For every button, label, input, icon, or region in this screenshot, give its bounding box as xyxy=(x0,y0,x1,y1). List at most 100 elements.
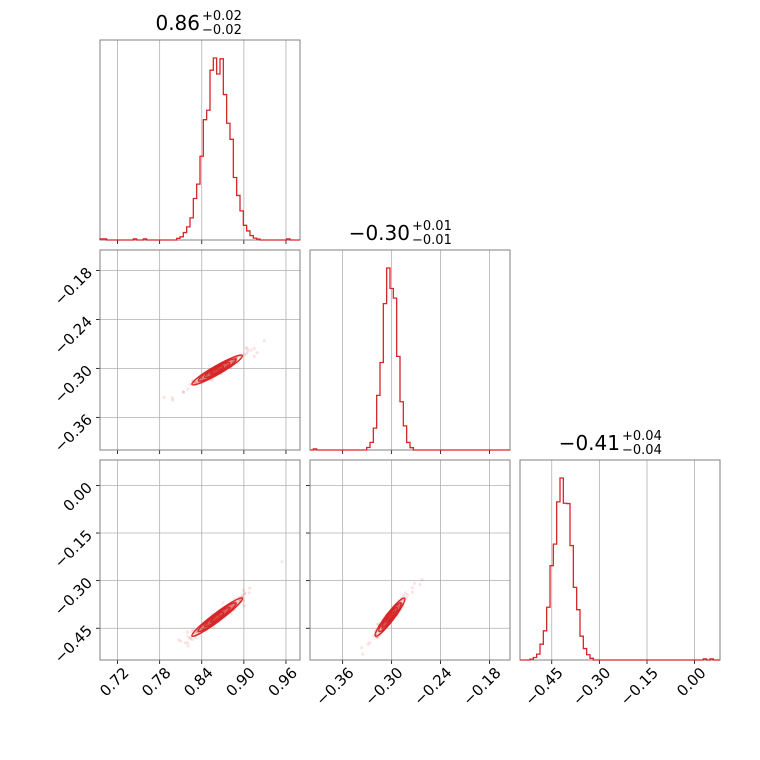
scatter-point xyxy=(375,636,380,640)
scatter-panel-0-2: −0.45−0.30−0.15 0.00 0.72 0.78 0.84 0.90 0.96 xyxy=(51,459,301,700)
x-tick-label: −0.24 xyxy=(410,664,455,709)
scatter-point xyxy=(185,630,189,634)
scatter-point xyxy=(246,349,250,353)
scatter-point xyxy=(211,378,215,382)
scatter-point xyxy=(162,395,166,399)
scatter-point xyxy=(229,612,233,616)
scatter-point xyxy=(229,604,234,609)
scatter-point xyxy=(404,596,409,600)
x-tick-label: 0.78 xyxy=(138,664,174,700)
x-tick-label: 0.84 xyxy=(180,664,216,700)
scatter-point xyxy=(244,351,249,356)
x-tick-label: −0.30 xyxy=(569,664,614,709)
x-tick-label: 0.00 xyxy=(673,664,709,700)
density-contour xyxy=(378,602,402,633)
scatter-point xyxy=(207,621,212,625)
scatter-points xyxy=(177,560,284,648)
scatter-point xyxy=(243,353,247,357)
panel-frame xyxy=(519,459,721,661)
y-tick-label: −0.15 xyxy=(51,526,96,571)
x-tick-label: −0.45 xyxy=(522,664,567,709)
scatter-point xyxy=(242,604,246,608)
density-contour xyxy=(197,602,237,633)
y-tick-label: 0.00 xyxy=(60,479,96,515)
param-title-value: −0.41 xyxy=(559,431,620,455)
scatter-point xyxy=(402,594,406,598)
scatter-point xyxy=(243,592,247,596)
scatter-point xyxy=(181,390,185,394)
scatter-point xyxy=(186,644,190,648)
x-tick-label: −0.36 xyxy=(312,664,357,709)
scatter-point xyxy=(262,339,266,343)
param-title-value: −0.30 xyxy=(349,221,410,245)
x-tick-label: 0.90 xyxy=(223,664,259,700)
scatter-point xyxy=(186,641,190,645)
y-tick-label: −0.36 xyxy=(51,411,96,456)
scatter-point xyxy=(189,635,193,640)
scatter-point xyxy=(241,588,246,592)
scatter-point xyxy=(207,373,211,377)
param-title-1: −0.30 +0.01−0.01 xyxy=(349,219,452,248)
scatter-point xyxy=(201,376,205,380)
scatter-point xyxy=(244,346,248,350)
scatter-points xyxy=(162,339,266,402)
density-contour xyxy=(385,611,395,623)
scatter-point xyxy=(200,626,204,630)
param-title-2: −0.41 +0.04−0.04 xyxy=(559,429,662,458)
scatter-point xyxy=(387,616,392,620)
scatter-point xyxy=(206,622,211,626)
x-tick-label: 0.72 xyxy=(96,664,132,700)
scatter-point xyxy=(387,616,391,620)
param-title-lower: −0.04 xyxy=(622,443,662,458)
scatter-point xyxy=(207,373,211,377)
scatter-point xyxy=(199,377,204,381)
scatter-point xyxy=(403,591,407,595)
scatter-point xyxy=(375,622,379,626)
y-tick-label: −0.18 xyxy=(51,264,96,309)
x-tick-label: −0.18 xyxy=(459,664,504,709)
scatter-point xyxy=(255,351,259,355)
y-tick-label: −0.24 xyxy=(51,313,96,358)
titles-layer: 0.86 +0.02−0.02 −0.30 +0.01−0.01 −0.41 +0.04−… xyxy=(155,9,661,458)
panel-frame xyxy=(309,249,511,451)
param-title-lower: −0.02 xyxy=(202,23,242,38)
scatter-point xyxy=(183,641,188,645)
scatter-point xyxy=(213,369,217,373)
density-contour xyxy=(210,365,225,375)
panels-layer: −0.45 −0.30 −0.15 0.00−0.36−0.30−0.24−0.18−… xyxy=(51,39,721,709)
scatter-point xyxy=(186,387,190,391)
scatter-point xyxy=(224,363,228,367)
y-tick-label: −0.30 xyxy=(51,574,96,619)
y-tick-label: −0.30 xyxy=(51,362,96,407)
scatter-points xyxy=(360,577,424,656)
scatter-point xyxy=(242,598,246,603)
x-tick-label: 0.96 xyxy=(265,664,301,700)
scatter-point xyxy=(412,581,417,585)
scatter-point xyxy=(170,396,174,400)
scatter-point xyxy=(252,354,256,359)
scatter-point xyxy=(240,593,244,597)
scatter-point xyxy=(249,348,253,352)
scatter-point xyxy=(194,380,199,384)
histogram-line xyxy=(310,267,510,451)
scatter-point xyxy=(190,629,194,633)
histogram-panel-0 xyxy=(99,39,301,244)
x-tick-label: −0.15 xyxy=(617,664,662,709)
scatter-point xyxy=(418,582,422,587)
param-title-upper: +0.02 xyxy=(202,9,242,24)
scatter-point xyxy=(368,641,372,645)
scatter-point xyxy=(247,591,251,595)
param-title-lower: −0.01 xyxy=(412,233,452,248)
scatter-point xyxy=(361,652,365,656)
scatter-point xyxy=(186,635,190,639)
histogram-panel-1 xyxy=(309,249,511,454)
scatter-panel-0-1: −0.36−0.30−0.24−0.18 xyxy=(51,249,301,456)
scatter-point xyxy=(221,601,225,605)
scatter-point xyxy=(223,609,228,613)
panel-frame xyxy=(99,249,301,451)
panel-frame xyxy=(99,39,301,241)
param-title-value: 0.86 xyxy=(155,11,200,35)
panel-frame xyxy=(309,459,511,661)
scatter-point xyxy=(211,625,216,629)
scatter-point xyxy=(243,591,247,595)
